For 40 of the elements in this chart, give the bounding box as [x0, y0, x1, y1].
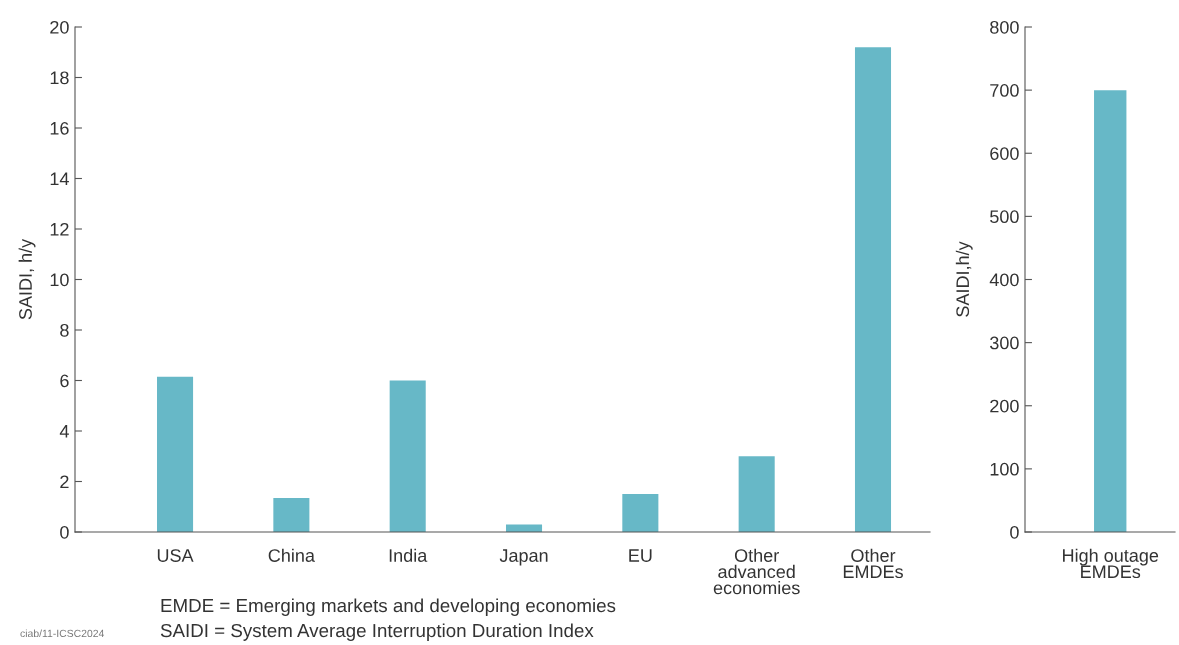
- text: EMDE = Emerging markets and developing economies: [161, 598, 616, 616]
- x-tick-label: High outage EMDEs: [1063, 548, 1159, 579]
- bar: [389, 380, 426, 532]
- x-tick-label: USA: [157, 549, 194, 562]
- y-tick-label: 200: [990, 399, 1019, 413]
- y-tick-label: 6: [60, 374, 69, 388]
- y-tick-label: 400: [989, 273, 1019, 287]
- bar: [622, 494, 659, 532]
- y-tick-label: 4: [59, 425, 69, 438]
- x-tick-label: Other advanced economies: [713, 548, 800, 595]
- bar: [854, 47, 892, 532]
- y-tick-label: 2: [60, 475, 69, 489]
- x-tick-label: China: [268, 548, 315, 562]
- bar: [505, 524, 543, 532]
- y-tick-label: 100: [990, 462, 1019, 476]
- y-tick-label: 20: [50, 20, 69, 34]
- y-tick-label: 12: [50, 222, 69, 236]
- x-tick-label: Other EMDEs: [843, 548, 903, 579]
- y-tick-label: 0: [60, 525, 69, 539]
- y-tick-label: 800: [990, 20, 1019, 34]
- bar: [273, 497, 310, 532]
- y-tick-label: 300: [990, 336, 1019, 350]
- y-tick-label: 14: [50, 172, 69, 186]
- y-axis-title: SAIDI, h/y: [18, 238, 36, 320]
- y-axis-title: SAIDI,h/y: [955, 241, 973, 317]
- y-tick-label: 10: [50, 273, 69, 287]
- y-tick-label: 700: [990, 84, 1019, 97]
- y-tick-label: 600: [990, 147, 1019, 160]
- x-tick-label: India: [389, 548, 428, 562]
- text: SAIDI = System Average Interruption Duration Index: [160, 623, 594, 641]
- y-tick-label: 500: [990, 210, 1019, 224]
- y-tick-label: 0: [1010, 525, 1019, 539]
- bar: [738, 456, 775, 532]
- x-tick-label: EU: [629, 549, 652, 562]
- y-tick-label: 18: [50, 71, 69, 85]
- y-tick-label: 16: [50, 121, 69, 135]
- y-tick-label: 8: [60, 323, 69, 337]
- bar: [157, 376, 194, 532]
- text: ciab/11-ICSC2024: [20, 629, 105, 638]
- x-tick-label: Japan: [499, 549, 548, 566]
